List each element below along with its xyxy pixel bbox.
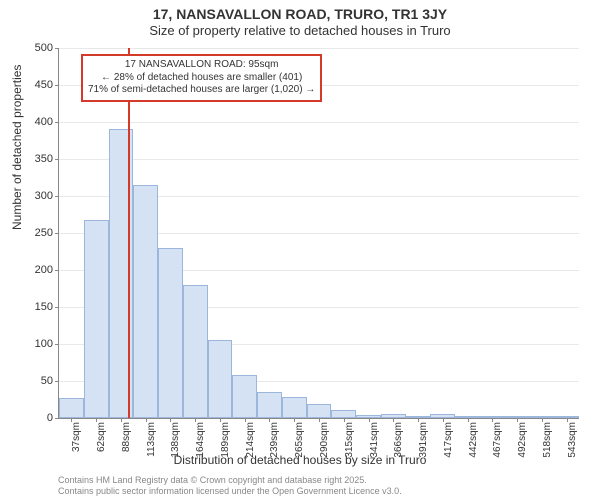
histogram-bar bbox=[183, 285, 208, 418]
ytick-label: 450 bbox=[23, 79, 53, 91]
ytick-mark bbox=[55, 196, 59, 197]
ytick-label: 400 bbox=[23, 116, 53, 128]
ytick-label: 350 bbox=[23, 153, 53, 165]
ytick-label: 100 bbox=[23, 338, 53, 350]
ytick-mark bbox=[55, 85, 59, 86]
ytick-mark bbox=[55, 381, 59, 382]
ytick-label: 300 bbox=[23, 190, 53, 202]
ytick-mark bbox=[55, 48, 59, 49]
histogram-bar bbox=[282, 397, 307, 418]
x-axis-label: Distribution of detached houses by size … bbox=[0, 453, 600, 467]
chart-title-main: 17, NANSAVALLON ROAD, TRURO, TR1 3JY bbox=[0, 0, 600, 22]
ytick-mark bbox=[55, 122, 59, 123]
ytick-mark bbox=[55, 307, 59, 308]
gridline bbox=[59, 48, 579, 49]
footer-line-2: Contains public sector information licen… bbox=[58, 486, 402, 497]
annotation-box: 17 NANSAVALLON ROAD: 95sqm← 28% of detac… bbox=[81, 54, 322, 102]
ytick-label: 250 bbox=[23, 227, 53, 239]
histogram-bar bbox=[59, 398, 84, 418]
histogram-bar bbox=[84, 220, 109, 418]
annotation-line: ← 28% of detached houses are smaller (40… bbox=[88, 72, 315, 85]
ytick-mark bbox=[55, 270, 59, 271]
ytick-mark bbox=[55, 344, 59, 345]
ytick-mark bbox=[55, 159, 59, 160]
gridline bbox=[59, 122, 579, 123]
annotation-line: 71% of semi-detached houses are larger (… bbox=[88, 84, 315, 97]
plot-region: 05010015020025030035040045050037sqm62sqm… bbox=[58, 48, 579, 419]
histogram-bar bbox=[257, 392, 282, 418]
ytick-label: 150 bbox=[23, 301, 53, 313]
histogram-bar bbox=[307, 404, 332, 418]
ytick-label: 500 bbox=[23, 42, 53, 54]
chart-title-sub: Size of property relative to detached ho… bbox=[0, 22, 600, 38]
ytick-mark bbox=[55, 233, 59, 234]
annotation-line: 17 NANSAVALLON ROAD: 95sqm bbox=[88, 59, 315, 72]
footer-attribution: Contains HM Land Registry data © Crown c… bbox=[58, 475, 402, 497]
gridline bbox=[59, 159, 579, 160]
ytick-label: 200 bbox=[23, 264, 53, 276]
histogram-bar bbox=[208, 340, 233, 418]
histogram-bar bbox=[133, 185, 158, 418]
histogram-bar bbox=[232, 375, 257, 418]
chart-area: 05010015020025030035040045050037sqm62sqm… bbox=[58, 48, 578, 418]
ytick-label: 50 bbox=[23, 375, 53, 387]
histogram-bar bbox=[331, 410, 356, 418]
histogram-bar bbox=[158, 248, 183, 418]
y-axis-label: Number of detached properties bbox=[10, 65, 24, 230]
footer-line-1: Contains HM Land Registry data © Crown c… bbox=[58, 475, 402, 486]
ytick-mark bbox=[55, 418, 59, 419]
ytick-label: 0 bbox=[23, 412, 53, 424]
reference-line bbox=[128, 48, 130, 418]
